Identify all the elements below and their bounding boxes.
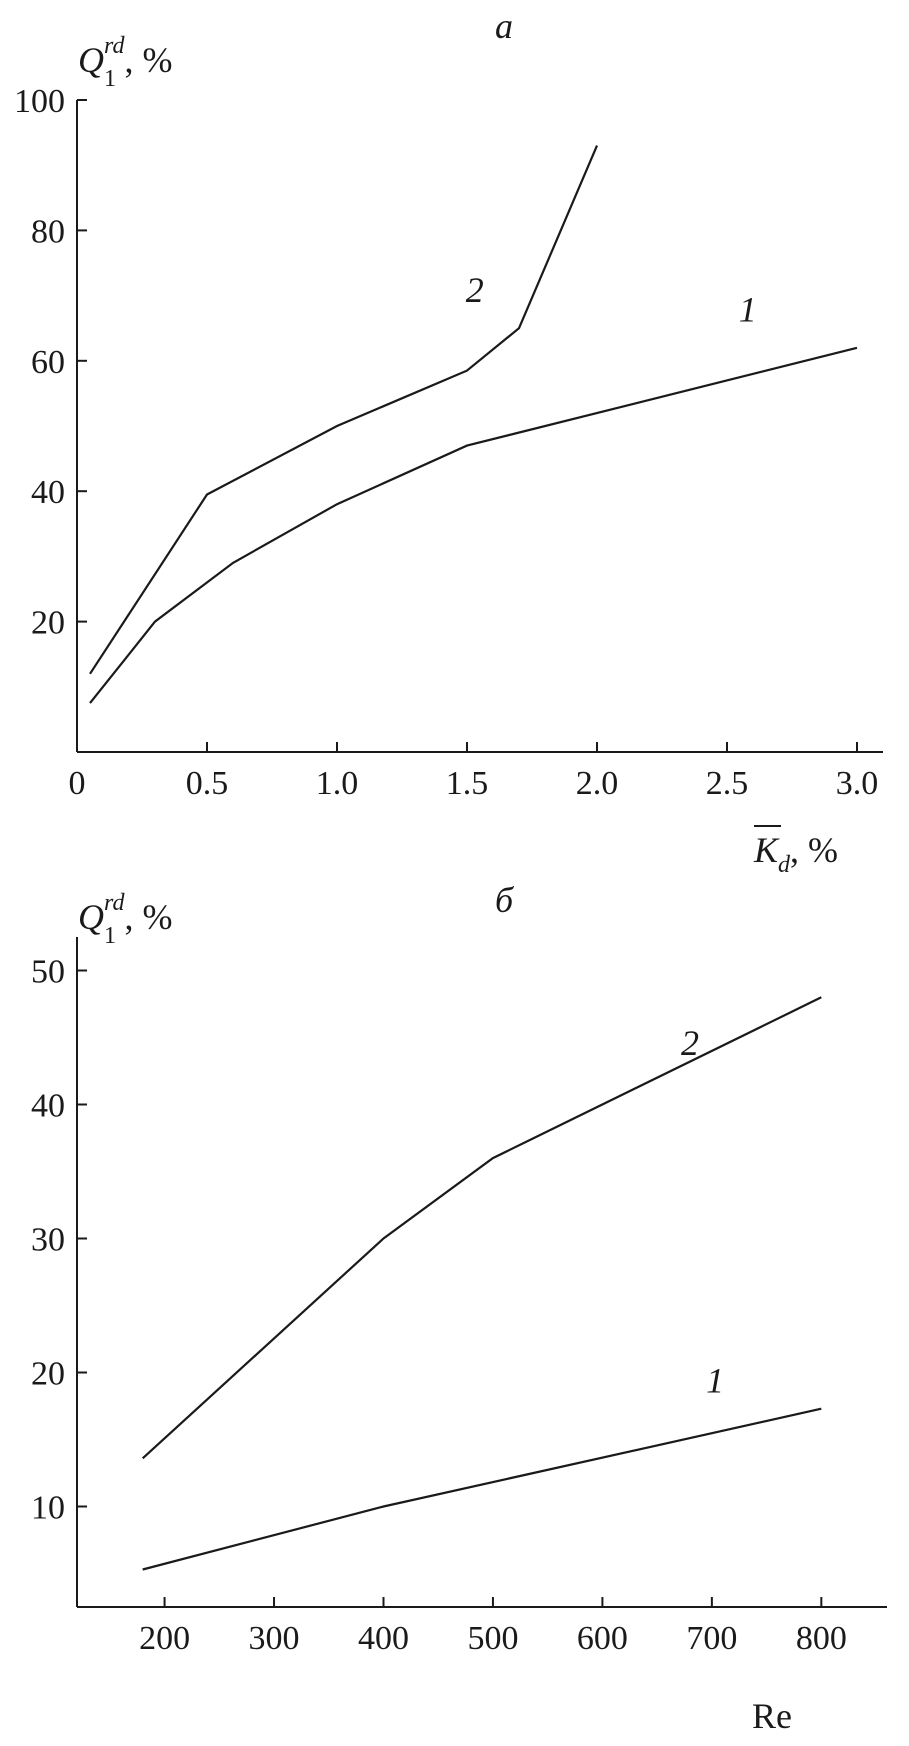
panel-b-y-tick-label: 50: [31, 954, 65, 991]
panel-b-series-2-line: [141, 996, 822, 1460]
panel-b-x-tick-label: 500: [467, 1620, 518, 1657]
panel-b-series-2-label: 2: [681, 1023, 699, 1063]
panel-a-series-1-label: 1: [739, 290, 757, 330]
panel-a-x-tick-label: 0.5: [186, 765, 229, 802]
panel-a-y-tick-label: 80: [31, 213, 65, 250]
panel-b: б Q1rd, % Re 200 300 400 500 600 700 800 10 20 30…: [31, 880, 887, 1736]
panel-b-series: 12: [141, 996, 822, 1571]
panel-b-x-tick-label: 800: [796, 1620, 847, 1657]
panel-b-x-tick-label: 300: [249, 1620, 300, 1657]
panel-b-y-tick-label: 10: [31, 1490, 65, 1527]
panel-a-title: а: [495, 6, 513, 46]
panel-b-series-1-label: 1: [706, 1361, 724, 1401]
panel-a-x-tick-label: 2.0: [576, 765, 619, 802]
panel-a-ticks: 0 0.5 1.0 1.5 2.0 2.5 3.0 20 40 60 80 100: [14, 83, 878, 802]
panel-a-series: 12: [89, 145, 858, 704]
panel-a: а Q1rd, % Kd, % 0 0.5 1.0 1.5 2.0 2.5 3.0 20 40 6…: [14, 6, 883, 878]
panel-b-x-tick-label: 700: [686, 1620, 737, 1657]
panel-a-series-2-label: 2: [466, 270, 484, 310]
panel-a-x-tick-label: 1.0: [316, 765, 359, 802]
panel-b-x-tick-label: 600: [577, 1620, 628, 1657]
panel-b-y-label: Q1rd, %: [78, 890, 172, 949]
panel-a-y-tick-label: 40: [31, 474, 65, 511]
panel-a-x-tick-label: 2.5: [706, 765, 749, 802]
panel-a-series-2-line: [89, 145, 599, 675]
panel-b-ticks: 200 300 400 500 600 700 800 10 20 30 40 50: [31, 954, 847, 1658]
panel-a-y-label: Q1rd, %: [78, 33, 172, 92]
panel-b-series-1-line: [142, 1407, 822, 1571]
panel-a-axes: [76, 100, 883, 753]
panel-b-y-tick-label: 30: [31, 1222, 65, 1259]
panel-a-x-tick-label: 3.0: [836, 765, 879, 802]
panel-a-series-1-line: [89, 346, 858, 704]
panel-a-x-tick-label: 0: [69, 765, 86, 802]
panel-b-x-tick-label: 400: [358, 1620, 409, 1657]
panel-b-x-tick-label: 200: [139, 1620, 190, 1657]
panel-b-y-tick-label: 20: [31, 1356, 65, 1393]
panel-b-title: б: [495, 880, 515, 920]
panel-a-y-tick-label: 20: [31, 605, 65, 642]
panel-a-x-label: Kd, %: [753, 830, 838, 878]
panel-b-y-tick-label: 40: [31, 1088, 65, 1125]
panel-a-y-tick-label: 100: [14, 83, 65, 120]
panel-a-y-tick-label: 60: [31, 344, 65, 381]
panel-b-x-label: Re: [752, 1696, 792, 1736]
panel-a-x-tick-label: 1.5: [446, 765, 489, 802]
panel-b-axes: [76, 937, 887, 1608]
